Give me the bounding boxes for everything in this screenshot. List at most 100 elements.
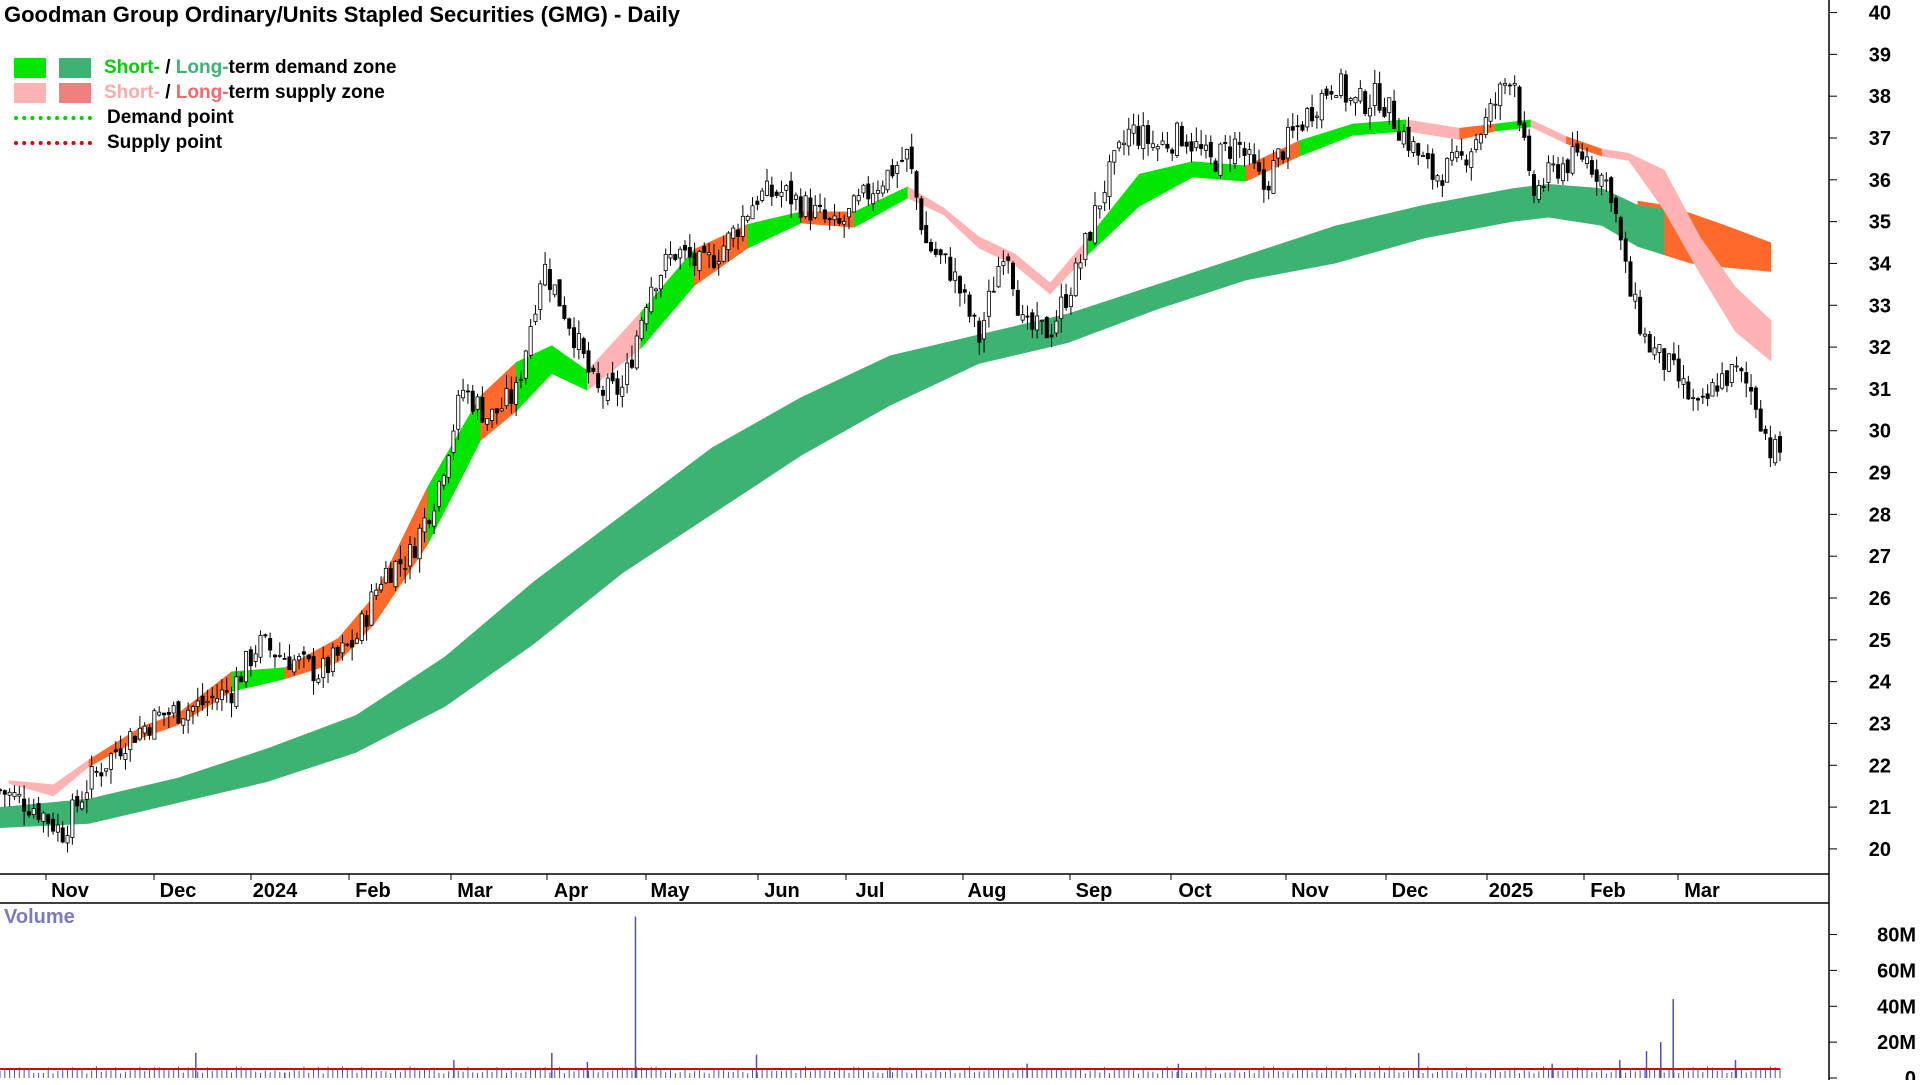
candle <box>432 503 437 534</box>
candle <box>1305 106 1310 132</box>
candle-body <box>856 195 861 202</box>
candle <box>1377 71 1382 114</box>
candle <box>982 311 987 353</box>
candle <box>567 317 572 336</box>
legend-short-demand-swatch <box>14 57 46 78</box>
candle-body <box>668 254 673 259</box>
candle-body <box>1642 333 1647 337</box>
candle <box>1242 141 1247 167</box>
candle <box>321 646 326 688</box>
candle-body <box>224 690 229 693</box>
candle-body <box>335 646 340 656</box>
candle <box>490 408 495 428</box>
candle <box>248 646 253 677</box>
candle-body <box>1695 398 1700 401</box>
candle-body <box>1179 125 1184 147</box>
candle-body <box>166 711 171 715</box>
candle-body <box>1039 319 1044 322</box>
candle-body <box>639 319 644 339</box>
candle <box>65 825 70 853</box>
candle-body <box>1565 159 1570 174</box>
candle <box>726 231 731 262</box>
candle-body <box>1367 107 1372 117</box>
volume-panel <box>0 916 1781 1078</box>
candle <box>1411 136 1416 157</box>
candle-body <box>702 245 707 253</box>
candle <box>1546 155 1551 192</box>
y-tick-label: 22 <box>1869 755 1891 777</box>
candle-body <box>1194 141 1199 149</box>
legend-demand-point-text: Demand point <box>107 106 234 128</box>
candle <box>639 316 644 342</box>
candle <box>1435 174 1440 188</box>
candle <box>1363 89 1368 117</box>
candle-body <box>779 191 784 197</box>
candle-body <box>248 649 253 667</box>
candle-body <box>1623 238 1628 262</box>
candle-body <box>137 727 142 740</box>
candle-body <box>1160 140 1165 145</box>
candle-body <box>1305 108 1310 128</box>
candle <box>1324 86 1329 100</box>
x-tick-label: Sep <box>1076 880 1113 902</box>
candle-body <box>1064 294 1069 308</box>
candle <box>1483 108 1488 139</box>
candle-body <box>456 394 461 430</box>
candle-body <box>12 792 17 798</box>
candle <box>1671 342 1676 366</box>
candle-body <box>475 396 480 410</box>
candle <box>51 812 56 835</box>
candle-body <box>682 244 687 251</box>
candle <box>465 384 470 404</box>
candle <box>118 735 123 760</box>
candle <box>914 170 919 210</box>
candle-body <box>485 418 490 425</box>
candle-body <box>721 245 726 262</box>
candle-body <box>287 656 292 671</box>
candle-body <box>441 475 446 486</box>
candle <box>403 556 408 584</box>
candle <box>104 768 109 777</box>
y-tick-label: 33 <box>1869 295 1891 317</box>
candle-body <box>113 749 118 753</box>
candle <box>1276 148 1281 168</box>
candle <box>1228 135 1233 173</box>
volume-tick-label: 80M <box>1877 925 1916 947</box>
candle <box>1001 250 1006 275</box>
candle-body <box>1252 154 1257 164</box>
candle <box>1093 191 1098 246</box>
candle <box>1348 96 1353 106</box>
candle-body <box>620 386 625 397</box>
candle-body <box>1469 151 1474 168</box>
candle-body <box>70 799 75 838</box>
candle <box>1681 364 1686 399</box>
candle-body <box>1406 126 1411 151</box>
candle <box>22 785 27 826</box>
candle-body <box>938 249 943 256</box>
candle-body <box>1589 160 1594 175</box>
candle <box>287 644 292 671</box>
candle <box>1146 120 1151 156</box>
candle-body <box>784 185 789 191</box>
candle <box>813 195 818 220</box>
candle-body <box>210 695 215 699</box>
candle-body <box>528 326 533 356</box>
candle <box>808 188 813 231</box>
candle-body <box>1242 148 1247 156</box>
candle-body <box>533 313 538 322</box>
x-tick-label: Oct <box>1178 880 1212 902</box>
candle <box>480 386 485 423</box>
candle <box>475 393 480 420</box>
candle-body <box>1088 231 1093 241</box>
candle-body <box>1474 139 1479 150</box>
short-term-zone-segment <box>1628 152 1665 212</box>
candle <box>31 798 36 819</box>
candle <box>977 317 982 355</box>
candle-body <box>1749 387 1754 392</box>
candle-body <box>885 169 890 191</box>
candle-body <box>1705 393 1710 399</box>
candle-body <box>350 639 355 648</box>
candle <box>1319 89 1324 129</box>
candle <box>871 182 876 211</box>
candle-body <box>142 725 147 734</box>
